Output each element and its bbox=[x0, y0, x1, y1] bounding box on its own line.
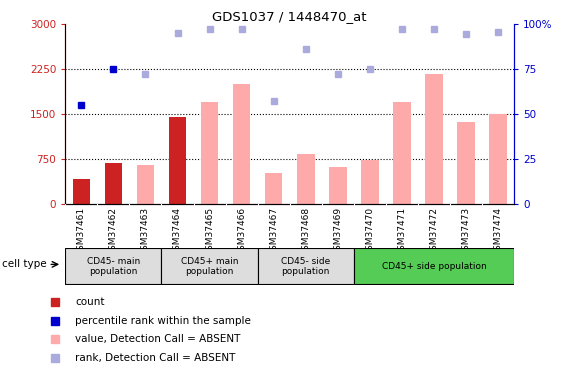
Text: percentile rank within the sample: percentile rank within the sample bbox=[76, 316, 251, 326]
Bar bbox=[137, 165, 154, 204]
Bar bbox=[233, 84, 250, 204]
Text: value, Detection Call = ABSENT: value, Detection Call = ABSENT bbox=[76, 334, 241, 344]
Text: GSM37464: GSM37464 bbox=[173, 207, 182, 255]
Bar bbox=[201, 102, 218, 204]
Bar bbox=[65, 248, 161, 284]
Text: GSM37467: GSM37467 bbox=[269, 207, 278, 256]
Bar bbox=[258, 248, 354, 284]
Text: GSM37469: GSM37469 bbox=[333, 207, 343, 256]
Text: GSM37466: GSM37466 bbox=[237, 207, 246, 256]
Bar bbox=[297, 154, 315, 204]
Text: GSM37471: GSM37471 bbox=[398, 207, 406, 256]
Bar bbox=[265, 173, 282, 204]
Text: GSM37474: GSM37474 bbox=[494, 207, 503, 255]
Bar bbox=[329, 167, 346, 204]
Bar bbox=[489, 114, 507, 204]
Text: GSM37472: GSM37472 bbox=[429, 207, 438, 255]
Bar bbox=[354, 248, 514, 284]
Text: count: count bbox=[76, 297, 105, 307]
Text: GSM37463: GSM37463 bbox=[141, 207, 150, 256]
Text: CD45+ side population: CD45+ side population bbox=[382, 262, 486, 271]
Title: GDS1037 / 1448470_at: GDS1037 / 1448470_at bbox=[212, 10, 367, 23]
Bar bbox=[393, 102, 411, 204]
Text: GSM37461: GSM37461 bbox=[77, 207, 86, 256]
Text: CD45+ main
population: CD45+ main population bbox=[181, 256, 239, 276]
Bar bbox=[361, 160, 379, 204]
Text: CD45- side
population: CD45- side population bbox=[281, 256, 331, 276]
Text: GSM37468: GSM37468 bbox=[301, 207, 310, 256]
Text: CD45- main
population: CD45- main population bbox=[87, 256, 140, 276]
Bar bbox=[105, 163, 122, 204]
Text: GSM37470: GSM37470 bbox=[365, 207, 374, 256]
Bar bbox=[161, 248, 258, 284]
Bar bbox=[169, 117, 186, 204]
Text: GSM37473: GSM37473 bbox=[461, 207, 470, 256]
Text: GSM37465: GSM37465 bbox=[205, 207, 214, 256]
Bar bbox=[73, 178, 90, 204]
Bar bbox=[457, 122, 475, 204]
Text: cell type: cell type bbox=[2, 260, 47, 269]
Bar bbox=[425, 74, 442, 204]
Text: GSM37462: GSM37462 bbox=[109, 207, 118, 255]
Text: rank, Detection Call = ABSENT: rank, Detection Call = ABSENT bbox=[76, 353, 236, 363]
